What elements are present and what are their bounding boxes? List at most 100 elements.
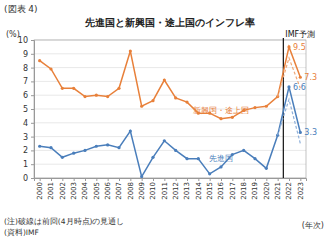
point [185, 157, 188, 160]
y-tick-mark [31, 178, 34, 179]
x-tick-mark [176, 178, 177, 181]
point [140, 175, 143, 178]
grid-line [34, 164, 306, 165]
y-tick-label: 5 [23, 105, 28, 114]
y-tick-label: 6 [23, 91, 28, 100]
marks [38, 45, 302, 178]
x-tick-mark [108, 178, 109, 181]
x-tick-label: 2021 [274, 182, 282, 200]
x-tick: 2007 [115, 178, 123, 200]
x-tick-label: 2014 [195, 181, 203, 199]
point [253, 106, 256, 109]
grid-line [34, 81, 306, 82]
x-tick-mark [96, 178, 97, 181]
point [61, 156, 64, 159]
y-axis: 012345678910 [18, 36, 35, 183]
grid-line [34, 150, 306, 151]
x-tick-mark [210, 178, 211, 181]
x-tick-label: 2015 [206, 182, 214, 200]
point [117, 87, 120, 90]
point [38, 59, 41, 62]
x-tick: 2020 [263, 178, 271, 200]
point [299, 131, 302, 134]
x-tick: 2019 [251, 178, 259, 200]
point [219, 165, 222, 168]
title: 先進国と新興国・途上国のインフレ率 [84, 17, 255, 28]
data-label: 3.3 [304, 128, 317, 137]
point [49, 146, 52, 149]
x-tick: 2014 [195, 178, 203, 200]
y-tick: 3 [23, 133, 34, 142]
x-tick-label: 2019 [251, 182, 259, 200]
y-tick-mark [31, 81, 34, 82]
x-tick-label: 2018 [240, 182, 248, 200]
y-tick-label: 3 [23, 133, 28, 142]
x-tick-label: 2010 [149, 182, 157, 200]
x-tick-label: 2008 [127, 182, 135, 200]
x-tick-label: 2009 [138, 182, 146, 200]
point [265, 167, 268, 170]
point [83, 95, 86, 98]
point [299, 76, 302, 79]
x-tick: 2010 [149, 178, 157, 200]
x-tick: 2011 [161, 178, 169, 200]
point [253, 157, 256, 160]
point [106, 143, 109, 146]
y-tick-mark [31, 68, 34, 69]
x-tick: 2004 [81, 178, 89, 200]
y-tick-mark [31, 40, 34, 41]
x-tick-label: 2022 [285, 182, 293, 200]
x-tick: 2009 [138, 178, 146, 200]
point [163, 139, 166, 142]
x-tick-mark [130, 178, 131, 181]
x-tick-label: 2000 [36, 182, 44, 200]
y-tick: 9 [23, 50, 34, 59]
x-tick-mark [232, 178, 233, 181]
series-line [40, 47, 301, 119]
point [163, 78, 166, 81]
x-tick: 2017 [229, 178, 237, 200]
data-label: 6.6 [293, 83, 306, 92]
x-tick: 2016 [217, 178, 225, 200]
x-axis: 20002001 200220032004 200520062007 20082009… [35, 178, 307, 200]
y-tick-mark [31, 137, 34, 138]
y-tick-label: 4 [23, 119, 28, 128]
x-tick-mark [153, 178, 154, 181]
plot-frame [34, 40, 306, 178]
x-tick: 2021 [274, 178, 282, 200]
series-line [278, 99, 301, 143]
point [185, 101, 188, 104]
x-tick-label: 2013 [183, 182, 191, 200]
x-tick-mark [74, 178, 75, 181]
data-label: 9.5 [293, 43, 306, 52]
y-tick: 4 [23, 119, 34, 128]
x-tick-label: 2023 [297, 182, 305, 200]
y-tick-label: 1 [23, 160, 28, 169]
x-tick: 2005 [93, 178, 101, 200]
y-tick-mark [31, 150, 34, 151]
x-tick: 2008 [127, 178, 135, 200]
annotation: IMF予測 [285, 30, 315, 39]
x-tick-mark [51, 178, 52, 181]
x-tick: 2013 [183, 178, 191, 200]
x-tick-label: 2020 [263, 182, 271, 200]
x-tick-label: 2002 [59, 182, 67, 200]
series-label: 先進国 [209, 154, 233, 163]
series-line [40, 87, 301, 177]
x-tick-mark [62, 178, 63, 181]
x-tick-label: 2012 [172, 182, 180, 200]
x-label: (年次) [302, 221, 324, 230]
grid-line [34, 95, 306, 96]
note: (注)破線は前回(4月時点)の見通し [4, 217, 124, 226]
chart: (図表 4)先進国と新興国・途上国のインフレ率(%)01234567891020… [0, 0, 328, 240]
x-tick: 2001 [47, 178, 55, 200]
point [61, 87, 64, 90]
x-tick-label: 2006 [104, 181, 112, 199]
point [208, 172, 211, 175]
y-tick: 6 [23, 91, 34, 100]
grid-line [34, 136, 306, 137]
point [38, 145, 41, 148]
x-tick-label: 2003 [70, 182, 78, 200]
x-tick-label: 2004 [81, 181, 89, 199]
y-tick: 1 [23, 160, 34, 169]
